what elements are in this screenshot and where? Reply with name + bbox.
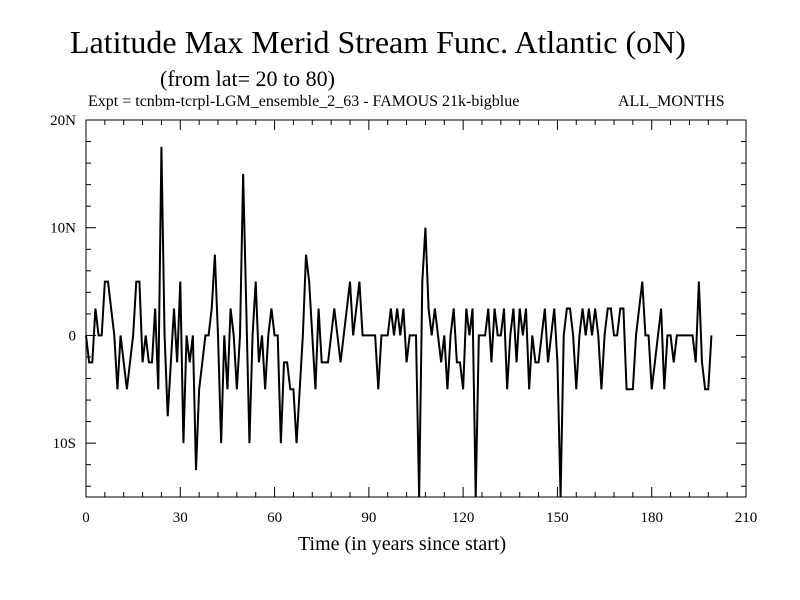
- y-tick-label: 20N: [50, 113, 76, 129]
- x-tick-label: 0: [82, 510, 90, 526]
- y-tick-label: 0: [69, 328, 77, 344]
- y-tick-label: 10S: [53, 436, 76, 452]
- chart-title: Latitude Max Merid Stream Func. Atlantic…: [70, 24, 686, 60]
- x-tick-label: 120: [452, 510, 475, 526]
- x-axis-label: Time (in years since start): [298, 533, 507, 555]
- x-tick-label: 150: [546, 510, 569, 526]
- x-tick-label: 90: [361, 510, 376, 526]
- y-tick-label: 10N: [50, 221, 76, 237]
- plot-frame: [85, 119, 747, 498]
- chart-subtitle: (from lat= 20 to 80): [160, 66, 335, 91]
- axis-tick-labels: 0 30 60 90 120 150 180 210 10S 0 10N 20N: [50, 113, 757, 526]
- experiment-label: Expt = tcnbm-tcrpl-LGM_ensemble_2_63 - F…: [88, 93, 520, 110]
- x-tick-label: 180: [640, 510, 663, 526]
- axis-ticks: [85, 119, 747, 497]
- x-tick-label: 60: [267, 510, 282, 526]
- period-label: ALL_MONTHS: [618, 93, 725, 110]
- series-line: [85, 146, 713, 498]
- x-tick-label: 30: [173, 510, 188, 526]
- x-tick-label: 210: [735, 510, 758, 526]
